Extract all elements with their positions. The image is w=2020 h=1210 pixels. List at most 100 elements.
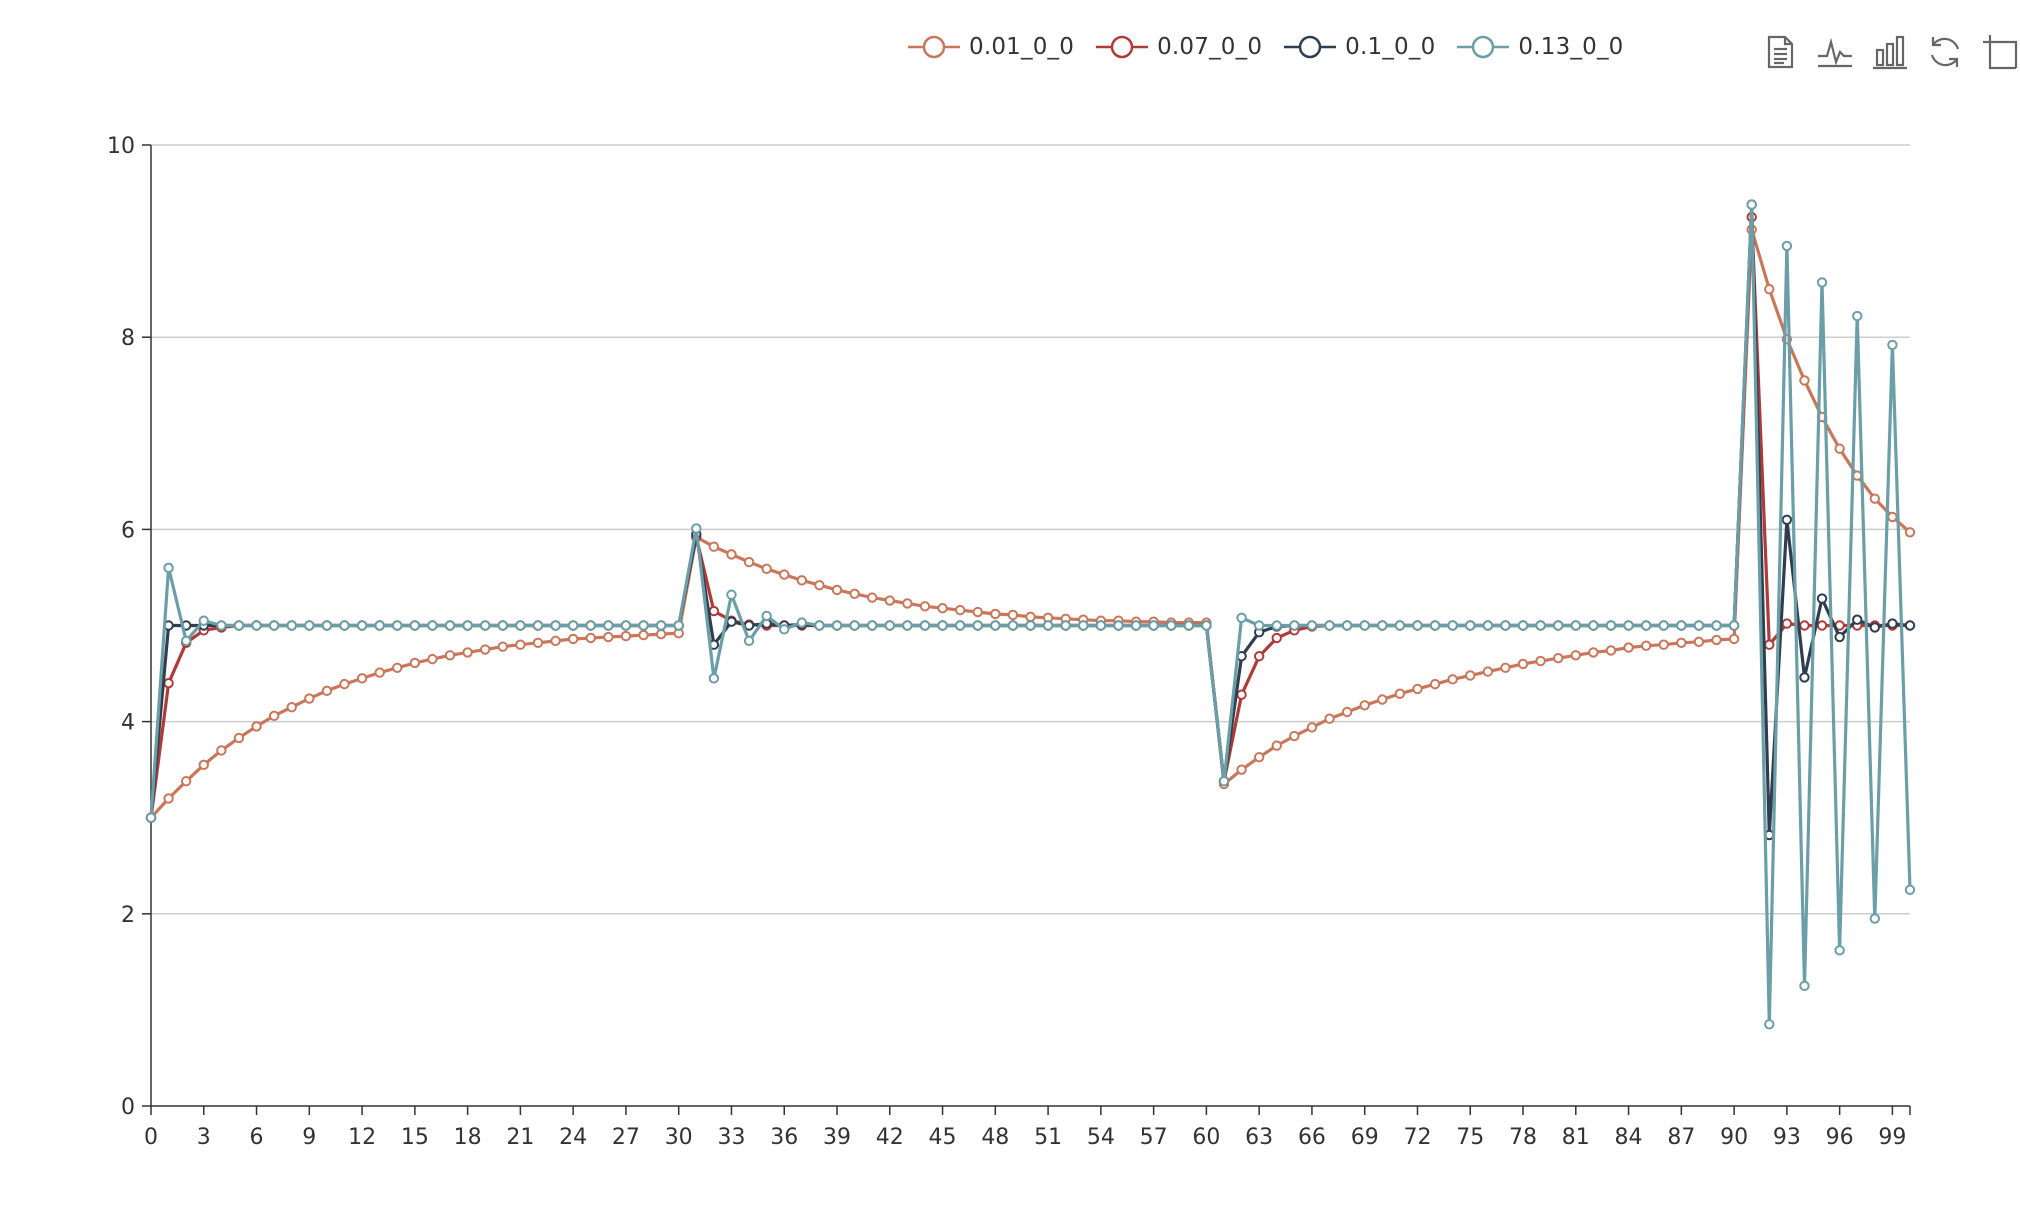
data-point[interactable] [233, 732, 245, 744]
data-point[interactable] [427, 620, 438, 631]
data-point[interactable] [1148, 620, 1159, 631]
data-point[interactable] [1218, 775, 1230, 787]
data-point[interactable] [1799, 672, 1810, 683]
data-point[interactable] [1605, 620, 1617, 631]
data-point[interactable] [1377, 694, 1388, 705]
data-point[interactable] [1447, 620, 1458, 631]
data-point[interactable] [954, 620, 966, 631]
data-point[interactable] [1728, 620, 1740, 631]
data-point[interactable] [708, 605, 720, 617]
data-point[interactable] [286, 701, 297, 713]
data-point[interactable] [1465, 670, 1476, 681]
data-point[interactable] [954, 604, 966, 616]
data-point[interactable] [462, 647, 473, 658]
data-point[interactable] [620, 620, 632, 631]
data-point[interactable] [1623, 642, 1634, 653]
data-point[interactable] [1289, 620, 1300, 631]
data-point[interactable] [831, 584, 843, 596]
data-point[interactable] [1834, 443, 1845, 454]
data-point[interactable] [1253, 620, 1265, 631]
data-point[interactable] [567, 620, 579, 631]
data-point[interactable] [620, 630, 632, 642]
data-point[interactable] [427, 653, 438, 665]
data-point[interactable] [1007, 609, 1019, 621]
data-point[interactable] [814, 620, 825, 631]
data-point[interactable] [268, 620, 280, 631]
data-point[interactable] [251, 721, 262, 732]
data-point[interactable] [339, 678, 350, 690]
legend-item-series-1[interactable]: 0.07_0_0 [1096, 33, 1262, 61]
data-point[interactable] [638, 629, 649, 641]
data-point[interactable] [145, 812, 157, 823]
data-point[interactable] [1869, 622, 1881, 633]
data-point[interactable] [374, 620, 385, 631]
data-point[interactable] [567, 633, 579, 645]
data-point[interactable] [902, 598, 913, 609]
data-point[interactable] [1658, 620, 1669, 631]
data-point[interactable] [233, 620, 245, 631]
data-point[interactable] [972, 606, 983, 618]
data-point[interactable] [1852, 614, 1863, 625]
data-point[interactable] [919, 620, 931, 631]
data-point[interactable] [1781, 618, 1793, 629]
data-point[interactable] [1887, 618, 1898, 629]
data-point[interactable] [655, 628, 667, 640]
data-point[interactable] [1676, 637, 1687, 648]
data-point[interactable] [444, 650, 456, 661]
data-point[interactable] [339, 620, 350, 631]
data-point[interactable] [849, 588, 860, 599]
data-point[interactable] [1693, 620, 1705, 631]
data-point[interactable] [726, 549, 737, 560]
data-point[interactable] [1306, 620, 1318, 631]
data-point[interactable] [1693, 636, 1705, 648]
data-point[interactable] [1025, 611, 1036, 623]
data-point[interactable] [1201, 620, 1212, 631]
zoom-button[interactable] [1980, 32, 2020, 72]
data-point[interactable] [1517, 620, 1529, 631]
data-point[interactable] [1553, 620, 1564, 631]
data-point[interactable] [180, 635, 192, 647]
data-point[interactable] [497, 641, 508, 652]
data-point[interactable] [163, 677, 174, 689]
data-point[interactable] [1341, 706, 1353, 718]
data-point[interactable] [1166, 620, 1177, 631]
data-point[interactable] [462, 620, 473, 631]
data-point[interactable] [1271, 620, 1282, 631]
data-point[interactable] [884, 620, 895, 631]
data-point[interactable] [1271, 632, 1282, 644]
data-point[interactable] [1465, 620, 1476, 631]
data-point[interactable] [1711, 634, 1722, 646]
data-point[interactable] [1078, 620, 1089, 631]
data-point[interactable] [356, 673, 368, 684]
data-point[interactable] [1341, 620, 1353, 631]
data-point[interactable] [1394, 620, 1406, 631]
data-point[interactable] [1799, 620, 1810, 631]
data-point[interactable] [1377, 620, 1388, 631]
data-point[interactable] [1799, 980, 1810, 992]
data-point[interactable] [866, 592, 878, 603]
data-point[interactable] [1324, 620, 1335, 631]
data-point[interactable] [550, 635, 561, 647]
data-point[interactable] [743, 620, 755, 631]
data-point[interactable] [1007, 620, 1019, 631]
data-point[interactable] [1605, 645, 1617, 656]
data-point[interactable] [1904, 620, 1916, 631]
data-point[interactable] [532, 620, 544, 631]
data-point[interactable] [761, 610, 772, 622]
data-point[interactable] [691, 523, 702, 534]
data-point[interactable] [1271, 740, 1282, 751]
data-point[interactable] [1869, 913, 1881, 924]
data-point[interactable] [814, 579, 825, 591]
data-point[interactable] [286, 620, 297, 631]
data-point[interactable] [180, 775, 192, 787]
data-point[interactable] [1640, 620, 1652, 631]
data-point[interactable] [1588, 647, 1599, 658]
data-point[interactable] [251, 620, 262, 631]
data-point[interactable] [1517, 658, 1529, 670]
data-point[interactable] [1887, 339, 1898, 351]
data-point[interactable] [216, 620, 227, 631]
data-point[interactable] [268, 710, 280, 722]
data-point[interactable] [673, 620, 684, 631]
data-point[interactable] [990, 608, 1001, 620]
data-point[interactable] [1412, 683, 1423, 695]
